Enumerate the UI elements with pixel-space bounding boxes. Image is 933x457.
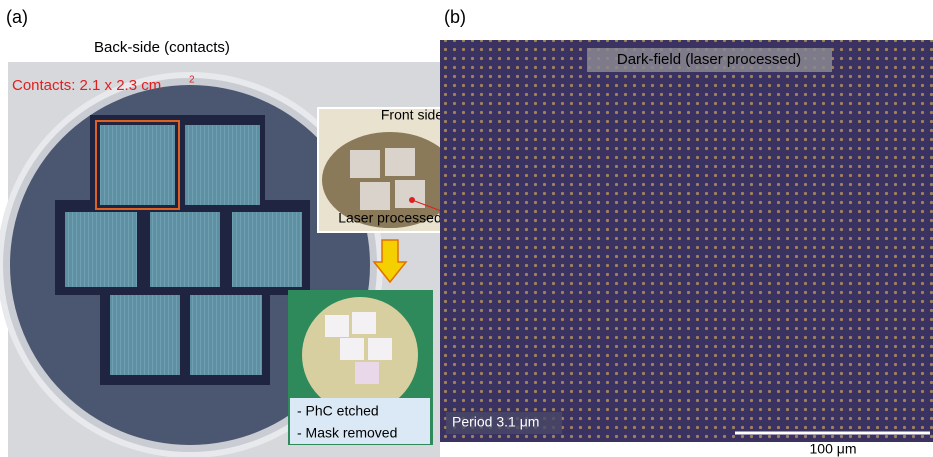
period: Period 3.1 μm: [452, 414, 539, 430]
figure: (a) Back-side (contacts) Contacts: 2.1 x…: [0, 0, 933, 457]
etched-inset: [288, 290, 433, 445]
panel-label: (a): [6, 7, 28, 27]
panel-label: (b): [444, 7, 466, 27]
dark-field-image: [440, 40, 933, 442]
contacts-exponent: 2: [189, 75, 195, 86]
step: - Mask removed: [297, 425, 397, 441]
contacts-size: Contacts: 2.1 x 2.3 cm: [12, 77, 161, 94]
front-side-label: Front side: [381, 107, 443, 123]
scale-label: 100 μm: [810, 441, 857, 457]
laser-label: Laser processed: [338, 210, 442, 226]
caption: Back-side (contacts): [94, 39, 230, 56]
step: - PhC etched: [297, 403, 379, 419]
caption: Dark-field (laser processed): [617, 51, 801, 68]
pointer-dot: [409, 197, 415, 203]
